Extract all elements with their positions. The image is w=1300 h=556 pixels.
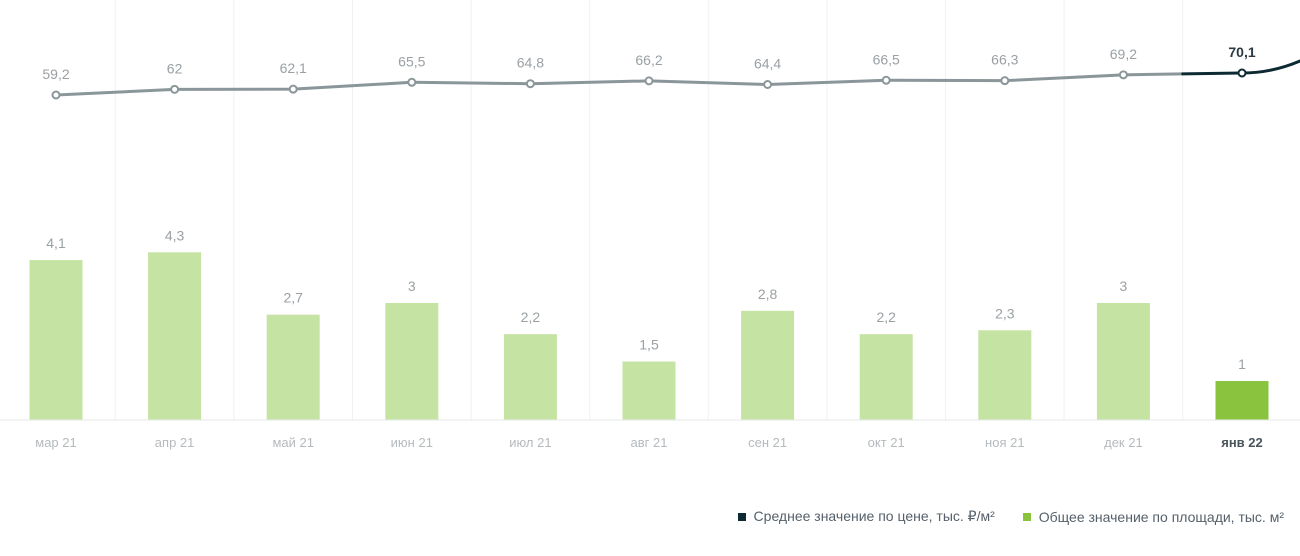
- x-tick-label: май 21: [272, 435, 314, 450]
- x-tick-label: мар 21: [35, 435, 76, 450]
- line-value-label: 69,2: [1110, 46, 1137, 62]
- line-point: [525, 79, 535, 89]
- bar-value-label: 1,5: [639, 337, 659, 353]
- line-value-labels: 59,2 62 62,1 65,5 64,8 66,2 64,4 66,5 66,3 69,2 70…: [42, 44, 1255, 82]
- legend-label-area: Общее значение по площади, тыс. м²: [1038, 508, 1284, 525]
- bar: [622, 361, 676, 420]
- line-point: [1000, 76, 1010, 86]
- x-tick-label: июл 21: [509, 435, 551, 450]
- x-tick-label: июн 21: [391, 435, 433, 450]
- bar: [859, 334, 913, 420]
- line-value-label: 66,3: [991, 52, 1018, 68]
- line-point: [763, 80, 773, 90]
- x-tick-label: апр 21: [155, 435, 195, 450]
- line-value-label: 64,4: [754, 56, 781, 72]
- line-point: [881, 75, 891, 85]
- bar-value-labels: 4,1 4,3 2,7 3 2,2 1,5 2,8 2,2 2,3 3 1: [46, 227, 1246, 372]
- grid-lines: [114, 0, 1184, 420]
- bar-value-label: 2,7: [283, 290, 303, 306]
- x-tick-label: сен 21: [748, 435, 787, 450]
- bar: [1215, 381, 1269, 420]
- bar: [266, 314, 320, 420]
- x-tick-label: ноя 21: [985, 435, 1025, 450]
- line-point: [1118, 70, 1128, 80]
- legend-item-price[interactable]: Среднее значение по цене, тыс. ₽/м²: [737, 508, 995, 525]
- x-tick-label: дек 21: [1104, 435, 1143, 450]
- line-value-label: 59,2: [42, 66, 69, 82]
- x-tick-label: авг 21: [631, 435, 668, 450]
- bar-value-label: 1: [1238, 356, 1246, 372]
- legend-label-price: Среднее значение по цене, тыс. ₽/м²: [753, 508, 995, 524]
- line-point: [51, 90, 61, 100]
- bar-series: [29, 252, 1269, 420]
- bar: [29, 260, 83, 420]
- bar-value-label: 3: [1120, 278, 1128, 294]
- bar-value-label: 3: [408, 278, 416, 294]
- line-series: [51, 59, 1300, 100]
- bar-value-label: 2,8: [758, 286, 778, 302]
- line-point: [170, 84, 180, 94]
- line-point: [644, 76, 654, 86]
- line-value-label: 62: [167, 60, 183, 76]
- bar: [978, 330, 1032, 420]
- chart: 4,1 4,3 2,7 3 2,2 1,5 2,8 2,2 2,3 3 1 59,2 62 62,1 65…: [0, 0, 1300, 450]
- line-value-label: 65,5: [398, 53, 425, 69]
- bar-value-label: 2,2: [876, 309, 896, 325]
- line-value-label: 66,5: [873, 51, 900, 67]
- bar: [503, 334, 557, 420]
- bar-value-label: 2,3: [995, 305, 1015, 321]
- x-tick-label: янв 22: [1221, 435, 1263, 450]
- bar: [385, 303, 439, 420]
- legend: Среднее значение по цене, тыс. ₽/м² Обще…: [737, 508, 1284, 525]
- legend-swatch-price: [737, 512, 746, 521]
- legend-item-area[interactable]: Общее значение по площади, тыс. м²: [1022, 508, 1284, 525]
- line-path: [55, 72, 1183, 97]
- line-value-label: 62,1: [280, 60, 307, 76]
- x-axis-ticks: мар 21 апр 21 май 21 июн 21 июл 21 авг 21 сен …: [35, 435, 1263, 450]
- bar: [741, 310, 795, 420]
- line-point: [407, 77, 417, 87]
- bar: [1096, 303, 1150, 420]
- bar: [148, 252, 202, 420]
- bar-value-label: 2,2: [521, 309, 541, 325]
- bar-value-label: 4,1: [46, 235, 66, 251]
- line-value-label: 64,8: [517, 55, 544, 71]
- legend-swatch-area: [1022, 512, 1031, 521]
- line-value-label: 70,1: [1228, 44, 1255, 60]
- line-value-label: 66,2: [635, 52, 662, 68]
- line-point: [288, 84, 298, 94]
- bar-value-label: 4,3: [165, 227, 185, 243]
- line-point: [1237, 68, 1247, 78]
- x-tick-label: окт 21: [868, 435, 905, 450]
